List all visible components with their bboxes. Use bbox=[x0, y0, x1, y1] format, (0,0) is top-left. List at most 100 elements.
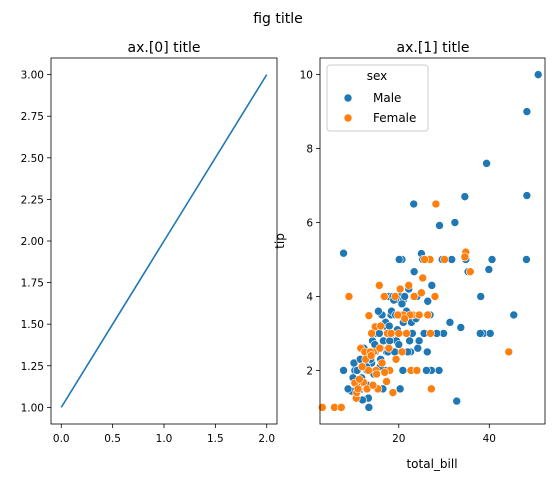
x-tick-label: 2.0 bbox=[258, 433, 275, 445]
y-tick-label: 2.75 bbox=[21, 111, 44, 123]
scatter-point-female bbox=[367, 329, 376, 338]
scatter-point-female bbox=[393, 310, 403, 320]
legend: sex Male Female bbox=[326, 64, 429, 132]
scatter-point-male bbox=[509, 310, 519, 320]
left-plot-title: ax.[0] title bbox=[128, 40, 201, 56]
scatter-point-female bbox=[388, 388, 398, 397]
scatter-point-male bbox=[400, 292, 409, 301]
scatter-point-female bbox=[357, 362, 367, 371]
scatter-point-male bbox=[405, 336, 414, 346]
y-tick-label: 1.75 bbox=[21, 278, 44, 290]
y-tick-label: 1.00 bbox=[21, 402, 44, 414]
right-plot-title: ax.[1] title bbox=[397, 40, 470, 56]
scatter-point-male bbox=[349, 358, 359, 368]
scatter-point-female bbox=[423, 310, 433, 320]
x-tick-label: 0.5 bbox=[104, 433, 121, 445]
scatter-point-female bbox=[382, 377, 391, 386]
scatter-point-female bbox=[366, 351, 376, 360]
scatter-point-male bbox=[482, 159, 491, 168]
scatter-point-male bbox=[339, 366, 348, 375]
y-tick-label: 8 bbox=[306, 144, 313, 156]
scatter-point-male bbox=[364, 403, 374, 412]
x-tick-label: 20 bbox=[392, 433, 405, 445]
scatter-point-male bbox=[460, 192, 470, 201]
scatter-point-female bbox=[377, 358, 387, 368]
scatter-point-male bbox=[394, 255, 404, 264]
scatter-point-male bbox=[447, 255, 457, 264]
left-plot-y-axis: 1.00 1.25 1.50 1.75 2.00 2.25 2.50 2.75 3.00 bbox=[21, 70, 51, 414]
scatter-point-male bbox=[384, 321, 394, 331]
scatter-point-female bbox=[504, 347, 514, 357]
y-tick-label: 2 bbox=[306, 365, 313, 377]
scatter-point-male bbox=[476, 292, 486, 301]
scatter-point-female bbox=[386, 329, 396, 338]
scatter-point-male bbox=[434, 366, 444, 375]
right-plot-ylabel: tip bbox=[273, 233, 287, 249]
scatter-point-male bbox=[343, 384, 353, 394]
scatter-point-male bbox=[435, 221, 444, 230]
y-tick-label: 4 bbox=[306, 291, 313, 303]
y-tick-label: 1.50 bbox=[21, 319, 44, 331]
scatter-point-female bbox=[368, 380, 378, 390]
scatter-point-male bbox=[487, 255, 497, 264]
scatter-point-female bbox=[379, 292, 389, 301]
y-tick-label: 10 bbox=[300, 70, 313, 82]
scatter-point-male bbox=[409, 199, 419, 209]
scatter-point-female bbox=[430, 292, 440, 301]
scatter-point-male bbox=[522, 107, 532, 116]
legend-marker-female bbox=[343, 113, 353, 123]
scatter-point-male bbox=[398, 366, 408, 375]
scatter-point-female bbox=[317, 403, 327, 412]
right-plot-x-axis: 20 40 bbox=[392, 424, 496, 445]
y-tick-label: 3.00 bbox=[21, 70, 44, 82]
scatter-point-male bbox=[397, 299, 407, 309]
left-plot-frame bbox=[50, 57, 278, 425]
scatter-point-female bbox=[353, 384, 363, 394]
scatter-point-female bbox=[395, 284, 405, 294]
scatter-point-male bbox=[450, 218, 460, 227]
x-tick-label: 1.0 bbox=[156, 433, 173, 445]
scatter-point-male bbox=[409, 267, 419, 276]
right-plot-xlabel: total_bill bbox=[406, 457, 457, 471]
left-plot-x-axis: 0.0 0.5 1.0 1.5 2.0 bbox=[53, 424, 275, 445]
scatter-point-female bbox=[344, 292, 354, 301]
scatter-point-female bbox=[372, 369, 381, 379]
scatter-point-male bbox=[395, 384, 405, 394]
legend-title: sex bbox=[367, 69, 388, 83]
scatter-point-female bbox=[355, 374, 364, 384]
scatter-point-male bbox=[485, 329, 495, 338]
scatter-point-male bbox=[413, 343, 423, 353]
scatter-point-female bbox=[384, 343, 394, 353]
y-tick-label: 1.25 bbox=[21, 361, 44, 373]
line-series bbox=[60, 74, 268, 408]
scatter-point-female bbox=[402, 329, 411, 338]
scatter-point-male bbox=[484, 265, 494, 274]
scatter-point-female bbox=[394, 329, 404, 338]
y-tick-label: 2.00 bbox=[21, 236, 44, 248]
scatter-point-female bbox=[376, 321, 385, 331]
legend-box bbox=[326, 64, 429, 132]
scatter-point-female bbox=[412, 366, 422, 375]
scatter-point-female bbox=[414, 310, 424, 320]
left-plot: ax.[0] title 1.00 1.25 1.50 1.75 2.00 2.25 2.5… bbox=[21, 40, 278, 445]
scatter-point-male bbox=[422, 366, 431, 375]
scatter-point-female bbox=[390, 292, 400, 301]
scatter-point-male bbox=[422, 347, 432, 357]
scatter-point-female bbox=[420, 255, 429, 264]
legend-label-female: Female bbox=[373, 111, 416, 125]
scatter-point-male bbox=[339, 248, 348, 258]
scatter-point-male bbox=[423, 296, 433, 306]
scatter-point-female bbox=[440, 255, 449, 264]
scatter-point-male bbox=[533, 70, 543, 79]
scatter-point-female bbox=[404, 281, 414, 290]
scatter-point-male bbox=[385, 336, 395, 346]
scatter-point-male bbox=[456, 323, 466, 332]
scatter-point-female bbox=[380, 367, 390, 377]
y-tick-label: 2.50 bbox=[21, 153, 44, 165]
scatter-point-female bbox=[397, 347, 407, 357]
legend-marker-male bbox=[343, 93, 353, 103]
scatter-point-male bbox=[374, 306, 383, 316]
right-plot-frame bbox=[319, 57, 546, 425]
